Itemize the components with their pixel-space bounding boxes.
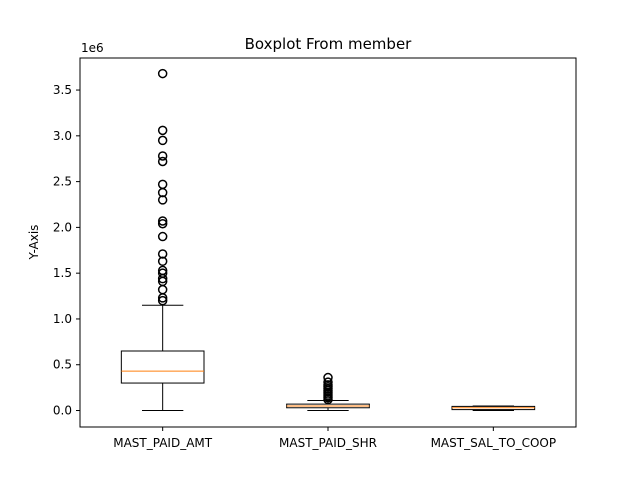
axes-frame [79,57,577,428]
outlier-point [157,295,168,306]
y-offset-label: 1e6 [81,41,104,55]
outlier-point [157,249,168,259]
outlier-point [157,125,168,136]
y-tick-label: 0.0 [53,404,72,418]
y-tick-label: 1.5 [53,266,72,280]
outlier-point [157,151,168,161]
outlier-point [157,68,168,79]
y-tick-label: 3.5 [53,83,72,97]
y-tick-label: 3.0 [53,129,72,143]
outlier-point [157,268,168,278]
y-tick-label: 2.0 [53,220,72,234]
x-tick-label: MAST_SAL_TO_COOP [431,436,557,450]
y-tick-label: 1.0 [53,312,72,326]
box [120,350,205,384]
outlier-point [157,216,168,226]
outlier-point [157,265,168,276]
outlier-point [157,231,168,242]
outlier-point [157,179,168,190]
outlier-point [323,372,333,383]
chart-title: Boxplot From member [245,35,413,53]
outlier-point [157,135,168,146]
outlier-point [157,156,168,167]
plot-area: 0.0 0.5 1.0 1.5 2.0 2.5 3.0 3.5 MAST_PAID_AMT MAS… [53,68,557,450]
outlier-point [157,218,168,229]
y-tick-label: 2.5 [53,175,72,189]
y-axis-label: Y-Axis [27,225,41,261]
x-tick-label: MAST_PAID_AMT [113,436,213,450]
outlier-point [323,377,333,387]
outlier-point [157,284,168,295]
y-tick-label: 0.5 [53,358,72,372]
x-tick-label: MAST_PAID_SHR [279,436,377,450]
